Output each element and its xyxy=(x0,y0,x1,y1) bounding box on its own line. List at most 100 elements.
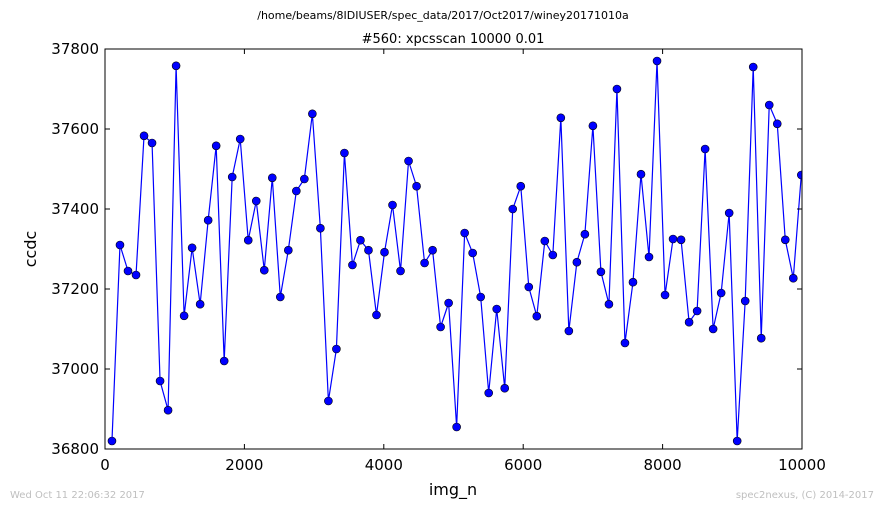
data-point xyxy=(612,84,622,94)
data-point xyxy=(356,235,365,245)
data-point xyxy=(275,292,285,302)
data-point xyxy=(684,317,694,327)
data-point xyxy=(572,257,582,267)
data-point xyxy=(139,131,149,141)
data-point xyxy=(316,223,325,233)
data-point xyxy=(692,306,702,316)
x-tick-label: 2000 xyxy=(225,456,263,474)
data-point xyxy=(235,134,245,144)
data-point xyxy=(468,248,477,258)
data-point xyxy=(476,292,485,302)
ticks-group: 0 2000 4000 6000 8000 10000 36800 37000 37200 374… xyxy=(51,40,826,474)
data-point xyxy=(596,267,606,277)
data-point xyxy=(420,258,429,268)
y-tick-label: 37000 xyxy=(51,360,99,378)
data-point xyxy=(436,322,445,332)
data-point xyxy=(243,235,253,245)
data-point xyxy=(732,436,742,446)
data-point xyxy=(396,266,405,276)
y-tick-label: 37800 xyxy=(51,40,99,58)
data-point xyxy=(772,119,782,129)
series-marks xyxy=(107,56,802,446)
x-tick-label: 10000 xyxy=(778,456,826,474)
data-point xyxy=(708,324,718,334)
data-point xyxy=(203,215,213,225)
data-point xyxy=(756,333,766,343)
data-point xyxy=(492,304,502,314)
chart-title: #560: xpcsscan 10000 0.01 xyxy=(362,32,545,47)
data-point xyxy=(131,270,141,280)
x-tick-label: 0 xyxy=(100,456,110,474)
x-tick-label: 8000 xyxy=(644,456,682,474)
data-point xyxy=(259,265,269,275)
data-point xyxy=(628,277,638,287)
y-tick-label: 36800 xyxy=(51,440,99,458)
data-point xyxy=(620,338,630,348)
data-point xyxy=(251,196,261,206)
data-point xyxy=(404,156,413,166)
data-point xyxy=(548,250,558,260)
data-point xyxy=(300,174,309,184)
data-point xyxy=(668,234,678,244)
data-point xyxy=(308,109,317,119)
data-point xyxy=(716,288,726,298)
data-point xyxy=(460,228,469,238)
data-point xyxy=(700,144,710,154)
data-point xyxy=(604,299,614,309)
y-tick-label: 37200 xyxy=(51,280,99,298)
data-point xyxy=(676,235,686,245)
data-point xyxy=(171,61,181,71)
data-point xyxy=(652,56,662,66)
y-tick-label: 37400 xyxy=(51,200,99,218)
data-point xyxy=(388,200,397,210)
data-point xyxy=(444,298,453,308)
data-point xyxy=(372,310,381,320)
data-point xyxy=(588,121,598,131)
data-point xyxy=(211,141,221,151)
data-point xyxy=(564,326,574,336)
data-point xyxy=(147,138,157,148)
data-point xyxy=(788,273,798,283)
x-axis-label: img_n xyxy=(429,480,477,500)
figure-suptitle: /home/beams/8IDIUSER/spec_data/2017/Oct2… xyxy=(257,9,629,22)
data-point xyxy=(227,172,237,182)
x-tick-label: 6000 xyxy=(504,456,542,474)
data-point xyxy=(332,344,341,354)
footer-timestamp: Wed Oct 11 22:06:32 2017 xyxy=(10,490,145,501)
data-point xyxy=(644,252,654,262)
data-point xyxy=(508,204,518,214)
y-tick-label: 37600 xyxy=(51,120,99,138)
data-point xyxy=(163,405,173,415)
footer-credit: spec2nexus, (C) 2014-2017 xyxy=(736,490,874,501)
data-point xyxy=(219,356,229,366)
data-point xyxy=(340,148,349,158)
data-point xyxy=(348,260,357,270)
data-point xyxy=(123,266,133,276)
series-group xyxy=(107,56,802,446)
data-point xyxy=(428,245,437,255)
data-point xyxy=(660,290,670,300)
data-point xyxy=(292,186,301,196)
data-point xyxy=(636,169,646,179)
data-point xyxy=(452,422,461,432)
data-point xyxy=(532,311,542,321)
data-point xyxy=(484,388,493,398)
axes-frame xyxy=(104,48,803,450)
data-point xyxy=(380,247,389,257)
data-point xyxy=(580,229,590,239)
data-point xyxy=(155,376,165,386)
data-point xyxy=(764,100,774,110)
data-point xyxy=(267,173,277,183)
plot-area: 0 2000 4000 6000 8000 10000 36800 37000 37200 374… xyxy=(51,40,826,474)
data-point xyxy=(740,296,750,306)
x-tick-label: 4000 xyxy=(365,456,403,474)
data-point xyxy=(324,396,333,406)
data-point xyxy=(748,62,758,72)
data-point xyxy=(780,235,790,245)
data-point xyxy=(797,170,802,180)
data-point xyxy=(556,113,566,123)
data-point xyxy=(107,436,117,446)
data-point xyxy=(524,282,534,292)
